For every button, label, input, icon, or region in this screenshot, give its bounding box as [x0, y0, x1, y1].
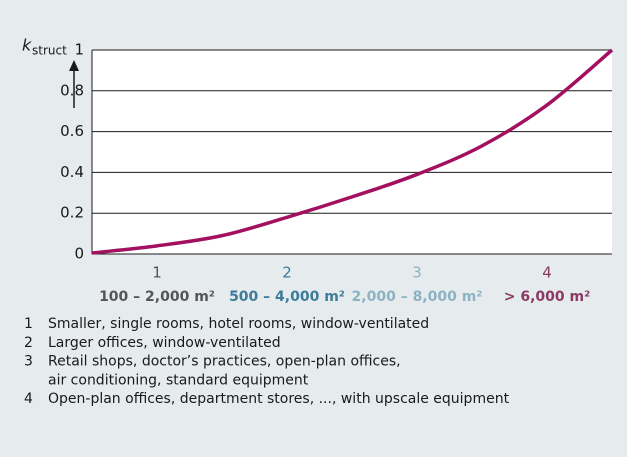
plot-area	[92, 50, 612, 254]
note-number: 2	[24, 335, 33, 351]
category-range: 2,000 – 8,000 m²	[352, 289, 483, 305]
note-number: 4	[24, 391, 33, 407]
category-range: > 6,000 m²	[504, 289, 590, 305]
y-axis-label-sub: struct	[32, 44, 67, 58]
x-tick-label: 4	[542, 264, 552, 282]
category-range: 500 – 4,000 m²	[229, 289, 345, 305]
y-tick-label: 0.6	[60, 122, 84, 140]
y-tick-label: 0.4	[60, 163, 84, 181]
note-text: Open-plan offices, department stores, ..…	[48, 391, 510, 407]
note-text: air conditioning, standard equipment	[48, 372, 309, 388]
curve	[91, 48, 614, 255]
category-range: 100 – 2,000 m²	[99, 289, 215, 305]
y-tick-label: 0	[74, 245, 84, 263]
y-tick-label: 0.2	[60, 204, 84, 222]
y-axis-label: k	[22, 36, 32, 55]
note-text: Larger offices, window-ventilated	[48, 335, 281, 351]
note-text: Smaller, single rooms, hotel rooms, wind…	[48, 316, 429, 332]
y-axis-arrowhead	[69, 60, 79, 71]
x-tick-label: 1	[152, 264, 162, 282]
note-text: Retail shops, doctor’s practices, open-p…	[48, 354, 401, 370]
y-tick-label: 0.8	[60, 81, 84, 99]
note-number: 3	[24, 354, 33, 370]
y-tick-label: 1	[74, 41, 84, 59]
x-tick-label: 2	[282, 264, 292, 282]
note-number: 1	[24, 316, 33, 332]
x-tick-label: 3	[412, 264, 422, 282]
